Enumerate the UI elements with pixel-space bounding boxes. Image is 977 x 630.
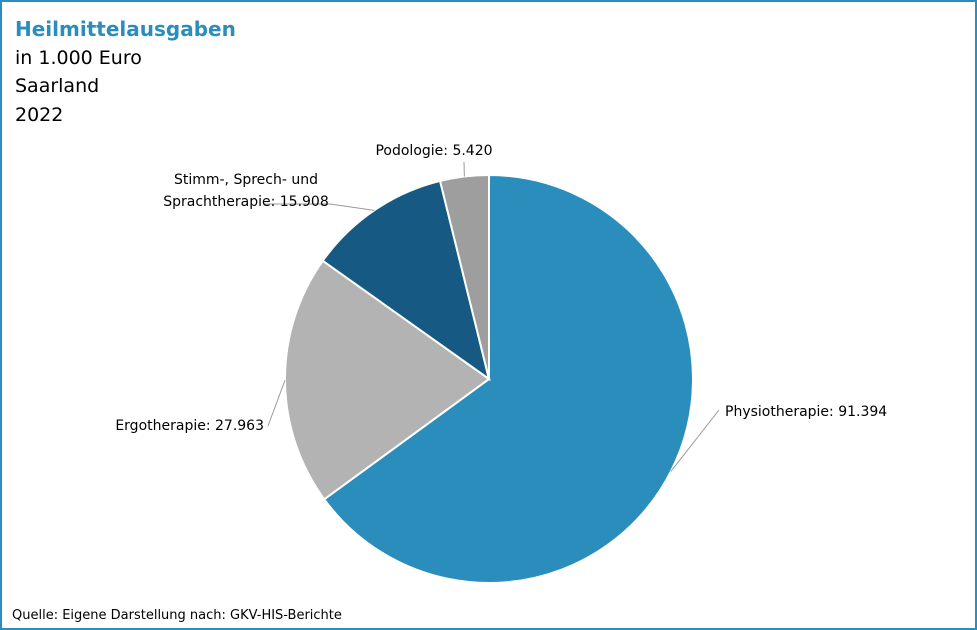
pie-slice-stimm: [321, 179, 491, 382]
label-stimmtherapie-line2: Sprachtherapie: 15.908: [163, 194, 329, 210]
source-note: Quelle: Eigene Darstellung nach: GKV-HIS…: [12, 608, 342, 623]
leader-line-stimm: [264, 203, 375, 211]
chart-subtitle-unit: in 1.000 Euro: [15, 47, 142, 69]
pie-slices: [284, 173, 694, 584]
label-podologie: Podologie: 5.420: [375, 143, 492, 159]
chart-title: Heilmittelausgaben: [15, 17, 236, 41]
chart-subtitle-year: 2022: [15, 104, 64, 126]
pie-leader-lines: [264, 161, 720, 472]
label-stimmtherapie-line1: Stimm-, Sprech- und: [174, 172, 318, 188]
leader-line-physio: [670, 409, 720, 472]
label-physiotherapie: Physiotherapie: 91.394: [725, 404, 887, 420]
label-ergotherapie: Ergotherapie: 27.963: [115, 418, 264, 434]
pie-slice-podo: [438, 173, 490, 380]
chart-subtitle-region: Saarland: [15, 75, 100, 97]
leader-line-ergo: [267, 380, 286, 427]
